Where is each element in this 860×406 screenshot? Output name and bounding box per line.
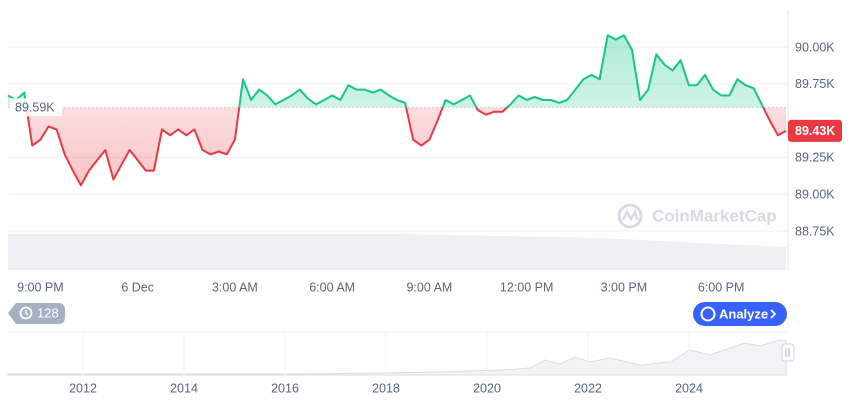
area-down	[8, 107, 786, 186]
baseline-label-bg	[10, 98, 62, 117]
x-tick-label: 12:00 PM	[500, 280, 554, 294]
year-label: 2012	[69, 381, 97, 395]
history-count: 128	[37, 305, 59, 320]
y-tick-label: 89.00K	[795, 187, 835, 201]
watermark-text: CoinMarketCap	[652, 206, 777, 225]
x-tick-label: 3:00 PM	[601, 280, 648, 294]
x-tick-label: 3:00 AM	[212, 280, 258, 294]
current-price-label: 89.43K	[795, 124, 835, 138]
history-button[interactable]: 128	[8, 303, 65, 324]
y-tick-label: 88.75K	[795, 224, 835, 238]
y-tick-label: 89.25K	[795, 151, 835, 165]
year-label: 2022	[574, 381, 602, 395]
volume-area	[8, 234, 786, 270]
y-tick-label: 90.00K	[795, 40, 835, 54]
price-line	[7, 34, 787, 187]
year-label: 2020	[473, 381, 501, 395]
x-tick-label: 6:00 AM	[309, 280, 355, 294]
watermark: CoinMarketCap	[617, 203, 777, 229]
analyze-label: Analyze	[719, 306, 768, 321]
y-tick-label: 89.75K	[795, 77, 835, 91]
year-label: 2016	[271, 381, 299, 395]
baseline-label: 89.59K	[15, 101, 55, 115]
area-up	[8, 35, 764, 108]
overview-line	[7, 339, 787, 376]
current-price-bg	[788, 119, 842, 142]
x-tick-label: 9:00 PM	[17, 280, 64, 294]
x-tick-label: 6:00 PM	[698, 280, 745, 294]
year-label: 2018	[372, 381, 400, 395]
x-tick-label: 9:00 AM	[406, 280, 452, 294]
navigator	[7, 331, 795, 376]
year-label: 2024	[675, 381, 703, 395]
analyze-button[interactable]: Analyze	[693, 302, 787, 326]
year-label: 2014	[170, 381, 198, 395]
x-tick-label: 6 Dec	[121, 280, 154, 294]
